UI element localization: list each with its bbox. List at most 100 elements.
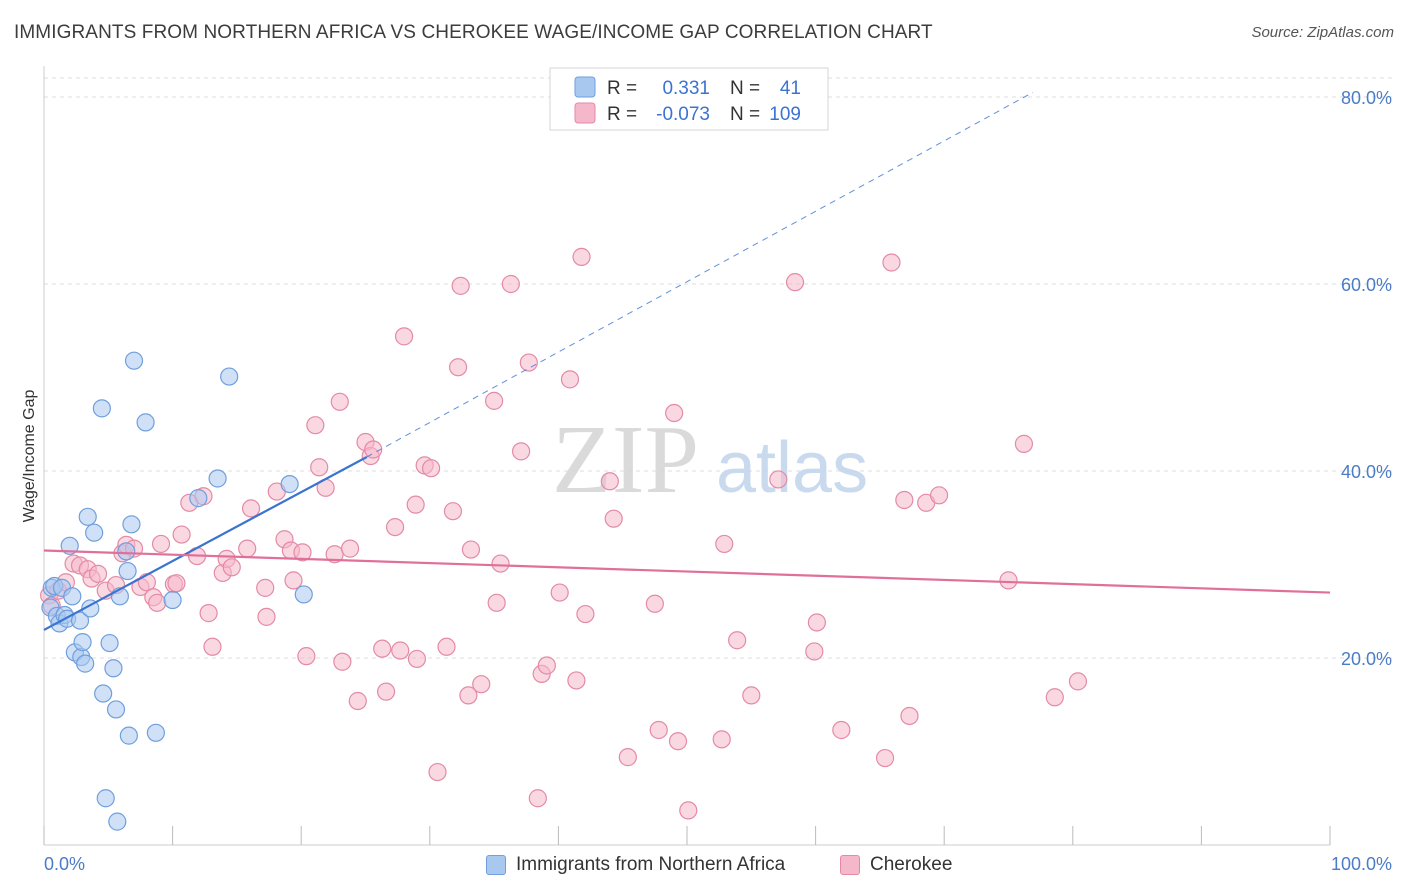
cherokee-point-31 bbox=[241, 499, 261, 518]
cherokee-point-67 bbox=[472, 675, 491, 694]
northern-africa-point-32 bbox=[146, 723, 165, 742]
cherokee-point-50 bbox=[364, 440, 383, 459]
cherokee-point-107 bbox=[1045, 688, 1064, 707]
cherokee-point-29 bbox=[222, 558, 241, 577]
cherokee-point-94 bbox=[769, 470, 788, 489]
northern-africa-point-38 bbox=[294, 585, 313, 604]
cherokee-point-53 bbox=[385, 517, 405, 537]
cherokee-point-96 bbox=[805, 642, 824, 661]
watermark-zip: ZIP bbox=[552, 406, 699, 514]
cherokee-point-40 bbox=[306, 416, 325, 435]
cherokee-point-60 bbox=[428, 762, 447, 782]
cherokee-point-66 bbox=[461, 540, 481, 559]
cherokee-point-37 bbox=[284, 571, 303, 590]
cherokee-point-105 bbox=[999, 571, 1018, 590]
cherokee-point-62 bbox=[443, 502, 463, 521]
trend-lines bbox=[43, 91, 1331, 631]
northern-africa-point-21 bbox=[100, 633, 119, 653]
cherokee-point-44 bbox=[330, 392, 349, 411]
x-tick-label-max: 100.0% bbox=[1331, 854, 1392, 874]
cherokee-point-47 bbox=[348, 691, 367, 711]
legend-swatch-blue bbox=[574, 76, 596, 98]
legend-r-value-1: 0.331 bbox=[662, 78, 710, 99]
cherokee-point-100 bbox=[882, 253, 901, 272]
cherokee-point-55 bbox=[394, 327, 414, 346]
cherokee-point-102 bbox=[900, 706, 919, 726]
cherokee-point-54 bbox=[391, 641, 410, 660]
cherokee-point-21 bbox=[172, 525, 191, 544]
cherokee-point-90 bbox=[712, 730, 731, 749]
legend-n-value-2: 109 bbox=[769, 104, 801, 125]
cherokee-point-45 bbox=[333, 652, 352, 671]
cherokee-point-85 bbox=[645, 594, 664, 613]
chart-title: IMMIGRANTS FROM NORTHERN AFRICA VS CHERO… bbox=[14, 22, 933, 43]
cherokee-point-78 bbox=[560, 370, 580, 389]
legend-label-cherokee: Cherokee bbox=[870, 854, 953, 875]
y-axis-label: Wage/Income Gap bbox=[21, 390, 38, 523]
legend-n-label-1: N = bbox=[730, 78, 760, 99]
cherokee-point-63 bbox=[448, 358, 468, 377]
cherokee-point-52 bbox=[376, 682, 396, 701]
cherokee-point-106 bbox=[1014, 434, 1034, 453]
gridlines bbox=[44, 77, 1392, 659]
cherokee-point-80 bbox=[572, 247, 591, 266]
cherokee-point-39 bbox=[297, 647, 316, 666]
northern-africa-point-11 bbox=[70, 611, 90, 630]
cherokee-point-33 bbox=[257, 607, 276, 626]
cherokee-point-95 bbox=[785, 273, 805, 292]
stats-legend: R = 0.331 N = 41 R = -0.073 N = 109 bbox=[549, 67, 829, 131]
cherokee-point-71 bbox=[501, 274, 520, 294]
cherokee-point-77 bbox=[550, 583, 569, 602]
cherokee-point-87 bbox=[665, 403, 684, 423]
cherokee-point-92 bbox=[728, 631, 747, 650]
cherokee-point-99 bbox=[875, 748, 895, 768]
cherokee-point-98 bbox=[832, 720, 851, 740]
cherokee-point-59 bbox=[421, 459, 441, 478]
legend-r-value-2: -0.073 bbox=[656, 104, 710, 125]
y-tick-label-0: 20.0% bbox=[1341, 649, 1392, 669]
northern-africa-point-15 bbox=[78, 507, 97, 526]
cherokee-point-79 bbox=[567, 671, 586, 690]
cherokee-point-97 bbox=[807, 613, 826, 632]
cherokee-point-51 bbox=[373, 639, 392, 658]
y-tick-label-3: 80.0% bbox=[1341, 88, 1392, 108]
legend-r-label-2: R = bbox=[607, 104, 637, 125]
northern-africa-point-23 bbox=[106, 700, 126, 719]
northern-africa-point-17 bbox=[85, 523, 104, 542]
cherokee-point-73 bbox=[519, 353, 538, 372]
northern-africa-point-33 bbox=[163, 590, 182, 610]
legend-r-label-1: R = bbox=[607, 78, 637, 99]
legend-label-northern-africa: Immigrants from Northern Africa bbox=[516, 854, 786, 875]
northern-africa-point-19 bbox=[94, 684, 113, 703]
y-tick-label-1: 40.0% bbox=[1341, 462, 1392, 482]
cherokee-point-18 bbox=[151, 534, 171, 554]
cherokee-point-64 bbox=[451, 276, 470, 295]
northern-africa-point-9 bbox=[63, 587, 82, 606]
northern-africa-trend-extension bbox=[366, 91, 1034, 458]
cherokee-point-61 bbox=[437, 637, 456, 656]
northern-africa-point-16 bbox=[81, 599, 100, 618]
cherokee-point-108 bbox=[1068, 672, 1088, 691]
legend-swatch-northern-africa bbox=[486, 855, 506, 875]
cherokee-point-25 bbox=[199, 604, 218, 623]
y-tick-labels: 20.0% 40.0% 60.0% 80.0% bbox=[1341, 88, 1392, 669]
cherokee-point-30 bbox=[238, 539, 257, 558]
northern-africa-point-18 bbox=[92, 399, 111, 418]
cherokee-point-82 bbox=[600, 472, 619, 491]
cherokee-point-38 bbox=[293, 543, 312, 562]
cherokee-point-83 bbox=[604, 509, 623, 528]
northern-africa-point-20 bbox=[96, 789, 115, 808]
cherokee-point-26 bbox=[203, 637, 222, 656]
cherokee-point-104 bbox=[929, 486, 949, 505]
cherokee-point-101 bbox=[895, 490, 914, 510]
cherokee-point-86 bbox=[649, 720, 668, 740]
northern-africa-point-31 bbox=[136, 413, 155, 432]
northern-africa-point-30 bbox=[124, 351, 144, 370]
northern-africa-point-14 bbox=[76, 654, 95, 673]
axes bbox=[43, 66, 1331, 846]
legend-n-value-1: 41 bbox=[780, 78, 801, 99]
northern-africa-trend-line bbox=[43, 456, 368, 631]
cherokee-point-8 bbox=[88, 564, 108, 583]
northern-africa-point-8 bbox=[60, 536, 79, 555]
